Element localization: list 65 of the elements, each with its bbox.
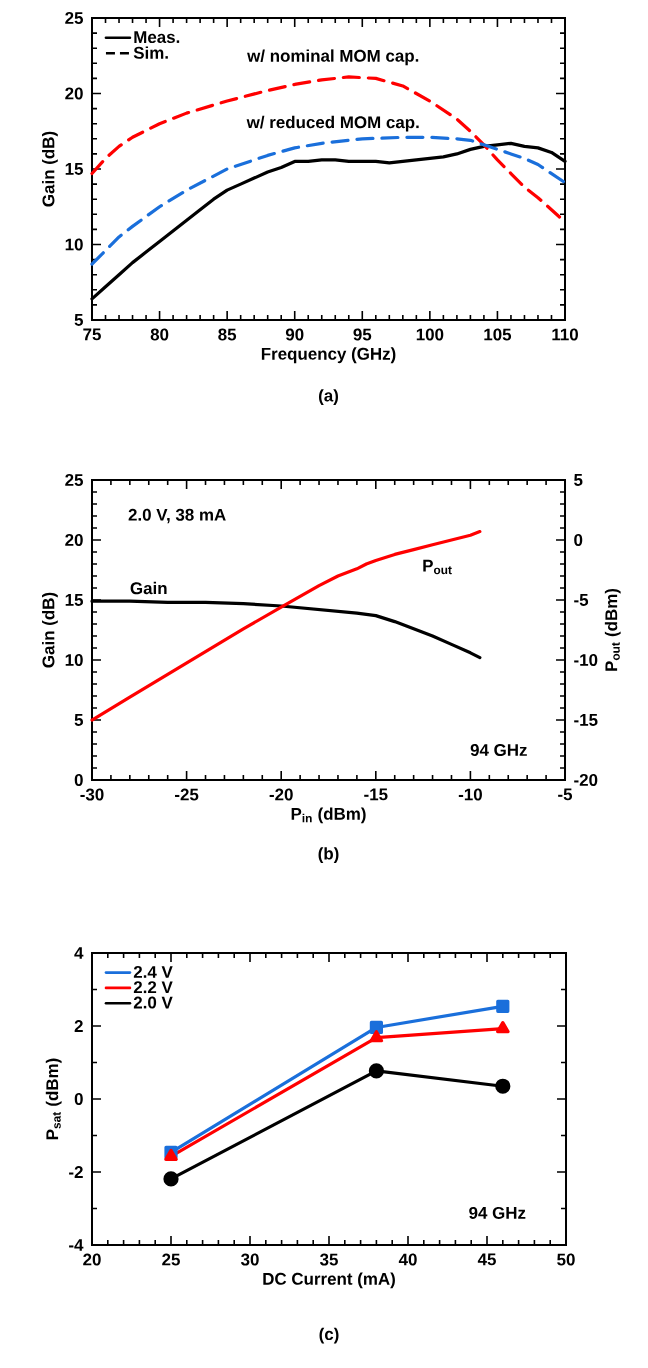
x-tick-label: 45 xyxy=(477,1253,496,1266)
y-tick-label: 20 xyxy=(65,534,83,547)
x-tick-label: 100 xyxy=(416,328,444,341)
text: (a) xyxy=(319,389,339,405)
y-tick-label: 10 xyxy=(65,238,83,251)
y-tick-label: -2 xyxy=(69,1166,83,1178)
y-tick-label: 0 xyxy=(74,774,83,787)
legend-label: Meas. xyxy=(134,31,180,44)
y-tick-label: 25 xyxy=(65,12,84,24)
y2-axis-title: P$_{out}$ (dBm) xyxy=(604,588,621,671)
y2-tick-label: -10 xyxy=(574,654,598,667)
series-label: w/ reduced MOM cap. xyxy=(246,115,419,132)
y2-tick-label: 5 xyxy=(574,474,583,486)
x-tick-label: 50 xyxy=(557,1253,575,1266)
y2-tick-label: -20 xyxy=(574,774,598,787)
series-label: P$_{out}$ xyxy=(423,559,452,575)
x-tick-label: 25 xyxy=(162,1253,180,1266)
annotation: 94 GHz xyxy=(469,1206,526,1219)
x-tick-label: 35 xyxy=(319,1253,338,1266)
x-tick-label: 20 xyxy=(83,1253,101,1266)
legend-label: Gain xyxy=(130,581,167,595)
x-tick-label: 90 xyxy=(285,328,304,341)
y-tick-label: 4 xyxy=(74,947,84,959)
x-tick-label: 40 xyxy=(398,1253,417,1266)
x-tick-label: -5 xyxy=(558,788,573,801)
y-tick-label: 0 xyxy=(74,1093,83,1106)
y2-tick-label: 0 xyxy=(574,534,583,547)
x-tick-label: -30 xyxy=(80,788,104,801)
y-tick-label: 5 xyxy=(74,314,84,326)
y-axis-title: Gain (dB) xyxy=(42,592,58,668)
y-tick-label: 10 xyxy=(65,654,83,667)
y-tick-label: 5 xyxy=(74,714,84,726)
x-tick-label: -25 xyxy=(175,788,199,801)
annotation: 2.0 V, 38 mA xyxy=(128,508,226,524)
legend-label: 2.0 V xyxy=(133,996,173,1009)
y2-tick-label: -5 xyxy=(574,594,589,606)
series-label: w/ nominal MOM cap. xyxy=(247,49,419,66)
annotation: Sim. xyxy=(133,46,168,59)
x-tick-label: 80 xyxy=(150,328,169,341)
text: (c) xyxy=(319,1327,339,1344)
y-axis-title: P$_{sat}$ (dBm) xyxy=(45,1058,62,1140)
y2-tick-label: -15 xyxy=(574,714,598,726)
y-tick-label: 15 xyxy=(65,594,84,606)
text: (b) xyxy=(318,847,339,863)
y-tick-label: 2 xyxy=(74,1020,83,1032)
y-axis-title: Gain (dB) xyxy=(42,131,58,207)
annotation: 94 GHz xyxy=(470,744,527,757)
x-tick-label: 75 xyxy=(83,328,101,341)
x-axis-title: P$_{in}$ (dBm) xyxy=(291,807,366,824)
y-tick-label: -4 xyxy=(69,1239,84,1251)
legend-label: 2.2 V xyxy=(133,981,173,994)
x-tick-label: -10 xyxy=(458,788,482,801)
x-axis-title: DC Current (mA) xyxy=(263,1272,395,1289)
x-tick-label: -20 xyxy=(269,788,293,801)
y-tick-label: 20 xyxy=(65,87,83,100)
x-tick-label: -15 xyxy=(364,788,388,801)
x-tick-label: 95 xyxy=(353,328,372,341)
x-tick-label: 110 xyxy=(552,328,578,341)
x-axis-title: Frequency (GHz) xyxy=(261,347,396,364)
legend-label: 2.4 V xyxy=(133,965,173,978)
x-tick-label: 85 xyxy=(218,328,237,341)
x-tick-label: 105 xyxy=(484,328,512,341)
x-tick-label: 30 xyxy=(240,1253,259,1266)
y-tick-label: 25 xyxy=(65,474,84,487)
y-tick-label: 15 xyxy=(65,163,84,175)
